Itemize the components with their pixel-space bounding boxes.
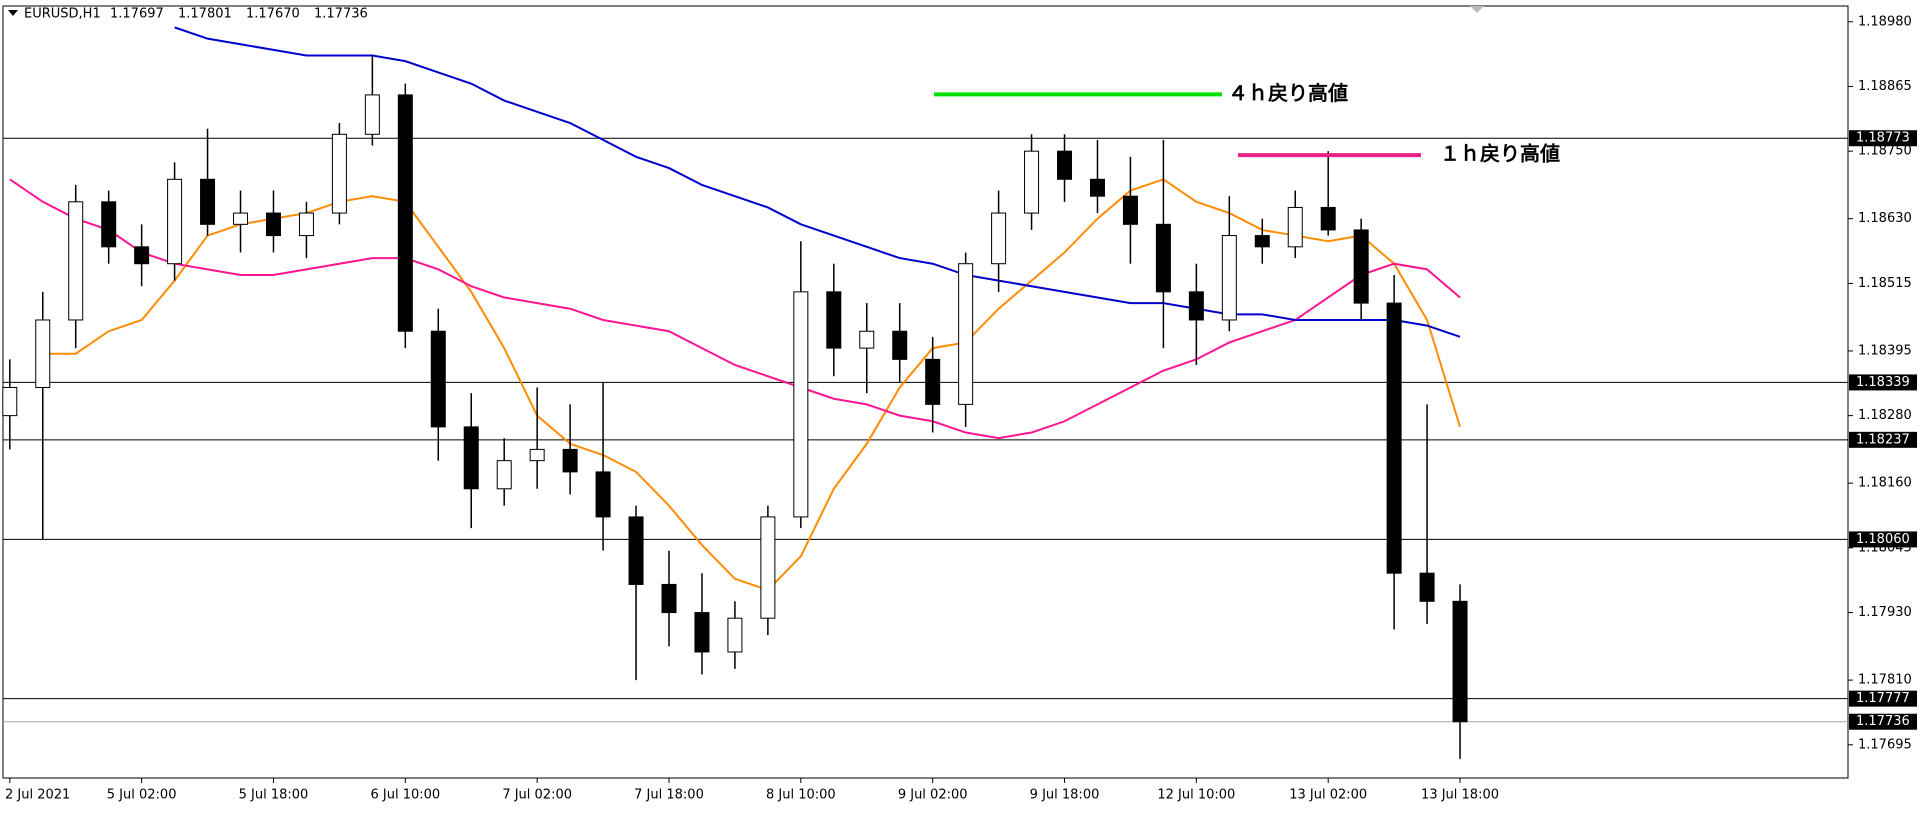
x-tick-label: 6 Jul 10:00 xyxy=(370,788,440,803)
header-value: 1.17736 xyxy=(314,7,368,22)
moving-average xyxy=(9,178,1461,440)
level-label: 1.18339 xyxy=(1856,375,1910,390)
candle-body xyxy=(331,133,347,214)
candle-body xyxy=(727,617,743,653)
candle-body xyxy=(430,330,446,428)
candle-body xyxy=(397,94,413,332)
candle-body xyxy=(364,94,380,135)
x-tick-label: 2 Jul 2021 xyxy=(5,788,70,803)
x-tick-label: 13 Jul 02:00 xyxy=(1289,788,1367,803)
candle-body xyxy=(1353,229,1369,304)
candle-body xyxy=(35,319,51,388)
candle-body xyxy=(2,386,18,417)
candle-body xyxy=(1452,600,1468,723)
y-tick-label: 1.17695 xyxy=(1858,737,1912,752)
candle-body xyxy=(1057,150,1073,180)
header-value: 1.17670 xyxy=(246,7,300,22)
level-label: 1.18773 xyxy=(1856,131,1910,146)
level-label: 1.18237 xyxy=(1856,432,1910,447)
y-tick-label: 1.18980 xyxy=(1858,14,1912,29)
x-tick-label: 5 Jul 02:00 xyxy=(107,788,177,803)
y-tick-label: 1.18630 xyxy=(1858,211,1912,226)
header-value: 1.17697 xyxy=(110,7,164,22)
level-label-box xyxy=(1849,374,1917,391)
header-value: 1.17801 xyxy=(178,7,232,22)
candle-body xyxy=(859,330,875,349)
level-label: 1.18060 xyxy=(1856,532,1910,547)
chart-title: EURUSD,H1 xyxy=(24,7,101,22)
annotation-text: １ｈ戻り高値 xyxy=(1440,142,1560,166)
candle-body xyxy=(134,246,150,265)
y-tick-label: 1.18750 xyxy=(1858,144,1912,159)
candle-body xyxy=(760,516,776,619)
moving-average xyxy=(42,178,1461,592)
candle-body xyxy=(892,330,908,360)
candle-body xyxy=(265,212,281,237)
y-tick-label: 1.18865 xyxy=(1858,79,1912,94)
candle-body xyxy=(1024,150,1040,214)
menu-triangle xyxy=(8,10,18,16)
candle-body xyxy=(826,291,842,349)
current-price-box xyxy=(1849,713,1917,730)
candle-body xyxy=(991,212,1007,265)
y-tick-label: 1.17810 xyxy=(1858,673,1912,688)
candle-body xyxy=(925,358,941,405)
x-tick-label: 12 Jul 10:00 xyxy=(1157,788,1235,803)
candle-body xyxy=(1254,235,1270,248)
candle-body xyxy=(661,583,677,614)
level-label-box xyxy=(1849,130,1917,147)
candle-body xyxy=(1089,178,1105,197)
level-label: 1.17777 xyxy=(1856,691,1910,706)
candle-body xyxy=(694,612,710,653)
y-tick-label: 1.17930 xyxy=(1858,605,1912,620)
moving-average xyxy=(174,26,1461,338)
candle-body xyxy=(958,263,974,405)
candle-body xyxy=(1287,206,1303,248)
x-tick-label: 13 Jul 18:00 xyxy=(1421,788,1499,803)
x-tick-label: 7 Jul 02:00 xyxy=(502,788,572,803)
candle-body xyxy=(101,201,117,248)
candle-body xyxy=(1320,206,1336,231)
candle-body xyxy=(463,426,479,490)
scroll-marker xyxy=(1470,6,1484,13)
candle-body xyxy=(298,212,314,237)
candle-body xyxy=(1386,302,1402,574)
x-tick-label: 7 Jul 18:00 xyxy=(634,788,704,803)
x-tick-label: 9 Jul 02:00 xyxy=(898,788,968,803)
candle-body xyxy=(68,201,84,321)
y-tick-label: 1.18395 xyxy=(1858,343,1912,358)
candle-body xyxy=(628,516,644,585)
candle-body xyxy=(562,448,578,473)
candle-body xyxy=(233,212,249,225)
candle-body xyxy=(793,291,809,518)
candle-body xyxy=(1122,195,1138,225)
y-tick-label: 1.18280 xyxy=(1858,408,1912,423)
candle-body xyxy=(595,471,611,518)
x-tick-label: 5 Jul 18:00 xyxy=(239,788,309,803)
x-tick-label: 9 Jul 18:00 xyxy=(1030,788,1100,803)
level-label-box xyxy=(1849,531,1917,548)
candle-body xyxy=(1155,223,1171,293)
candle-body xyxy=(1188,291,1204,321)
candle-body xyxy=(167,178,183,265)
level-label-box xyxy=(1849,431,1917,448)
candle-body xyxy=(529,448,545,462)
x-tick-label: 8 Jul 10:00 xyxy=(766,788,836,803)
current-price-label: 1.17736 xyxy=(1856,714,1910,729)
candle-body xyxy=(496,460,512,490)
annotation-text: ４ｈ戻り高値 xyxy=(1228,81,1348,105)
level-label-box xyxy=(1849,690,1917,707)
y-tick-label: 1.18515 xyxy=(1858,276,1912,291)
candle-body xyxy=(200,178,216,225)
candle-body xyxy=(1221,235,1237,321)
y-tick-label: 1.18160 xyxy=(1858,476,1912,491)
candle-body xyxy=(1419,572,1435,602)
